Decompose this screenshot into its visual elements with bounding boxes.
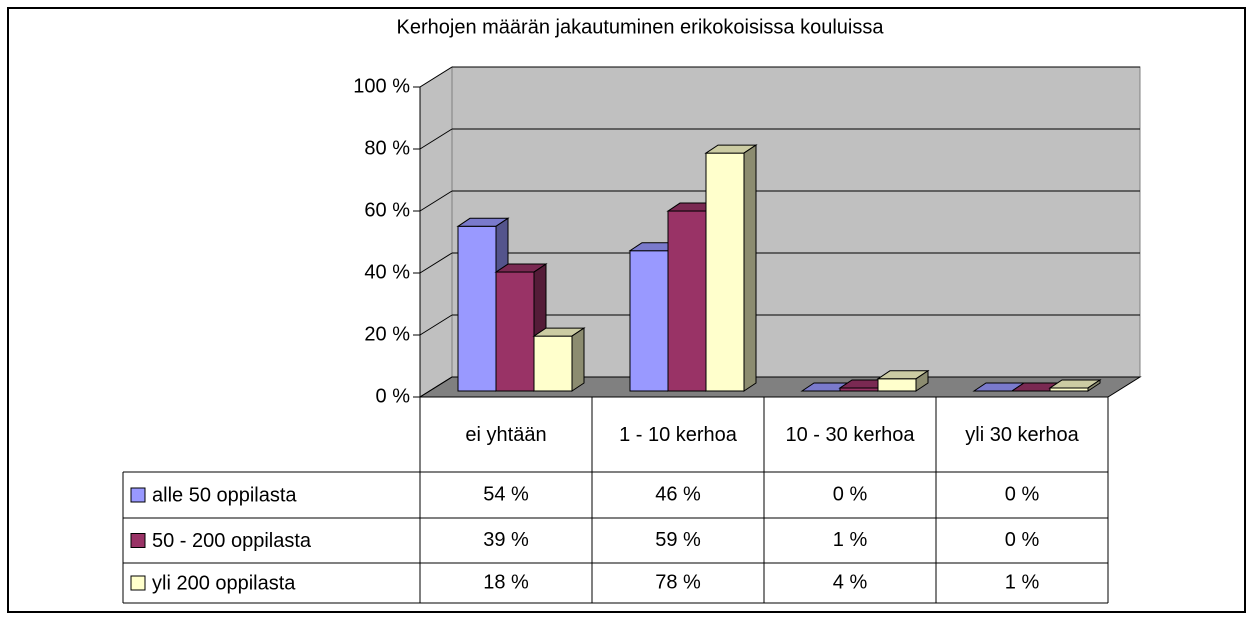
value-label: 39 %: [483, 529, 529, 551]
legend-label: yli 200 oppilasta: [152, 572, 296, 594]
value-label: 0 %: [1005, 483, 1040, 505]
value-label: 18 %: [483, 571, 529, 593]
value-label: 0 %: [833, 483, 868, 505]
y-tick-label: 100 %: [353, 75, 410, 97]
chart-title: Kerhojen määrän jakautuminen erikokoisis…: [397, 16, 885, 38]
bar: [877, 378, 917, 392]
bar: [495, 271, 535, 392]
bar-side: [915, 369, 929, 392]
side-grid-line: [419, 128, 453, 150]
category-label: 1 - 10 kerhoa: [619, 423, 737, 446]
bar: [457, 225, 497, 392]
side-grid-line: [419, 376, 453, 398]
category-label: 10 - 30 kerhoa: [785, 423, 915, 446]
legend-swatch: [130, 533, 146, 548]
value-label: 1 %: [833, 529, 868, 551]
y-tick-label: 80 %: [364, 137, 410, 159]
bar: [533, 335, 573, 392]
value-label: 1 %: [1005, 571, 1040, 593]
category-label: yli 30 kerhoa: [965, 423, 1079, 446]
legend-swatch: [130, 487, 146, 503]
side-grid-line: [419, 66, 453, 88]
bar-side: [743, 144, 757, 392]
legend-label: alle 50 oppilasta: [152, 484, 297, 506]
side-grid-line: [419, 252, 453, 274]
bar: [629, 250, 669, 392]
value-label: 0 %: [1005, 529, 1040, 551]
y-tick-label: 40 %: [364, 261, 410, 283]
value-label: 54 %: [483, 483, 529, 505]
value-label: 59 %: [655, 529, 701, 551]
value-label: 4 %: [833, 571, 868, 593]
category-label: ei yhtään: [465, 423, 547, 446]
bar: [667, 210, 707, 392]
y-tick-label: 0 %: [376, 385, 411, 407]
side-grid-line: [419, 314, 453, 336]
bar: [705, 152, 745, 392]
bar-side: [1087, 379, 1101, 392]
value-label: 46 %: [655, 483, 701, 505]
legend-label: 50 - 200 oppilasta: [152, 530, 312, 552]
y-tick-label: 60 %: [364, 199, 410, 221]
y-tick-label: 20 %: [364, 323, 410, 345]
value-label: 78 %: [655, 571, 701, 593]
legend-swatch: [130, 575, 146, 591]
side-wall: [419, 66, 453, 398]
side-grid-line: [419, 190, 453, 212]
bar-side: [571, 327, 585, 392]
